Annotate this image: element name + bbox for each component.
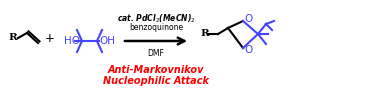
Text: DMF: DMF	[147, 48, 164, 58]
Text: O: O	[244, 14, 252, 24]
Text: cat. PdCl$_2$(MeCN)$_2$: cat. PdCl$_2$(MeCN)$_2$	[117, 13, 195, 25]
Text: +: +	[45, 31, 55, 45]
Text: HO: HO	[64, 36, 80, 46]
Text: OH: OH	[99, 36, 115, 46]
Text: O: O	[244, 45, 252, 55]
Text: Anti-Markovnikov: Anti-Markovnikov	[108, 65, 204, 75]
Text: benzoquinone: benzoquinone	[129, 24, 183, 33]
Text: R: R	[200, 29, 209, 38]
Text: Nucleophilic Attack: Nucleophilic Attack	[103, 76, 209, 86]
Text: R: R	[8, 34, 17, 43]
